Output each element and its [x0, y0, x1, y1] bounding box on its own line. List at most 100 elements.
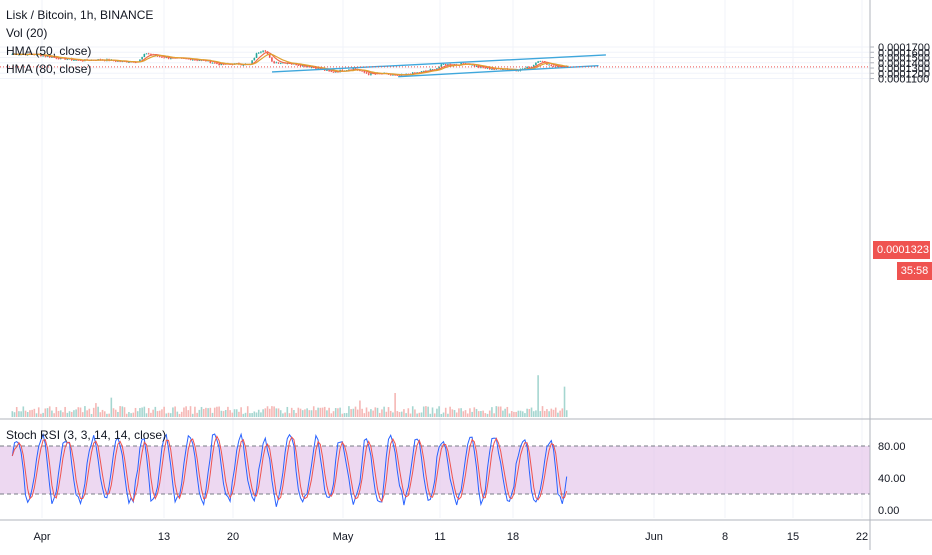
- volume-bar: [136, 411, 139, 417]
- volume-bar: [513, 411, 515, 417]
- volume-bar: [469, 408, 471, 417]
- volume-bar: [550, 408, 553, 417]
- indicator-hma-80[interactable]: HMA (80, close): [6, 62, 92, 76]
- candle-body: [189, 58, 192, 60]
- volume-bar: [290, 407, 293, 417]
- candle-body: [326, 70, 328, 71]
- candle-body: [462, 63, 465, 64]
- volume-bar: [442, 412, 445, 417]
- volume-bar: [48, 406, 51, 417]
- volume-bar: [361, 408, 363, 417]
- indicator-stoch-rsi[interactable]: Stoch RSI (3, 3, 14, 14, close): [6, 428, 167, 442]
- rsi-tick-label: 0.00: [878, 505, 899, 517]
- volume-bar: [488, 410, 491, 417]
- candle-body: [260, 51, 262, 53]
- volume-bar: [288, 413, 291, 417]
- volume-bar: [174, 406, 176, 417]
- channel-upper-line: [271, 54, 606, 73]
- volume-bar: [92, 407, 95, 417]
- volume-bar: [150, 412, 152, 417]
- candle-body: [471, 64, 473, 66]
- candle-body: [77, 60, 80, 61]
- indicator-hma-50[interactable]: HMA (50, close): [6, 44, 92, 58]
- volume-bar: [293, 410, 295, 417]
- candle-body: [271, 57, 273, 62]
- bar-countdown: 35:58: [897, 262, 932, 280]
- volume-bar: [286, 406, 289, 417]
- volume-bar: [466, 413, 469, 417]
- candle-body: [185, 58, 187, 60]
- volume-bar: [405, 413, 407, 417]
- candle-body: [447, 64, 449, 66]
- volume-bar: [213, 407, 216, 417]
- volume-bar: [123, 407, 126, 417]
- volume-bar: [163, 406, 165, 417]
- volume-bar: [238, 411, 240, 417]
- volume-bar: [541, 406, 544, 417]
- volume-bar: [491, 407, 493, 417]
- candle-body: [299, 65, 302, 67]
- volume-bar: [251, 413, 253, 417]
- volume-bar: [374, 407, 377, 417]
- volume-bar: [515, 411, 517, 417]
- candle-body: [484, 67, 487, 69]
- candle-body: [526, 66, 528, 69]
- volume-bar: [90, 413, 93, 417]
- volume-bar: [537, 375, 539, 417]
- volume-bar: [231, 412, 234, 417]
- x-tick-label: Apr: [33, 531, 50, 543]
- stoch-k-line: [11, 432, 568, 507]
- volume-bar: [176, 411, 179, 417]
- volume-bar: [86, 410, 88, 417]
- volume-bar: [425, 406, 427, 417]
- volume-bar: [528, 409, 531, 417]
- volume-bar: [378, 412, 381, 417]
- candle-body: [394, 74, 396, 76]
- candle-body: [328, 70, 330, 72]
- candle-body: [165, 57, 168, 58]
- volume-bar: [308, 410, 311, 417]
- candle-body: [275, 62, 278, 64]
- volume-bar: [108, 413, 110, 417]
- volume-bar: [319, 407, 322, 417]
- candle-body: [442, 64, 445, 65]
- x-tick-label: Jun: [645, 531, 663, 543]
- volume-bar: [189, 406, 192, 417]
- candle-body: [211, 62, 214, 64]
- candle-body: [213, 62, 216, 64]
- volume-bar: [95, 403, 97, 417]
- volume-bar: [59, 410, 62, 417]
- volume-bar: [119, 406, 121, 417]
- candle-body: [279, 62, 282, 64]
- volume-bar: [317, 407, 319, 417]
- candle-body: [143, 53, 146, 58]
- volume-bar: [202, 408, 205, 417]
- candle-body: [420, 71, 423, 73]
- candle-body: [163, 57, 165, 59]
- volume-bar: [130, 413, 132, 417]
- volume-bar: [486, 413, 489, 417]
- volume-bar: [194, 406, 196, 417]
- volume-bar: [422, 406, 425, 417]
- volume-bar: [187, 410, 190, 417]
- indicator-volume[interactable]: Vol (20): [6, 26, 48, 40]
- volume-bar: [264, 408, 267, 417]
- volume-bar: [365, 407, 368, 417]
- volume-bar: [106, 413, 108, 417]
- candle-body: [196, 59, 198, 61]
- volume-bar: [46, 408, 49, 417]
- symbol-title[interactable]: Lisk / Bitcoin, 1h, BINANCE: [6, 8, 154, 22]
- volume-bar: [75, 409, 77, 417]
- volume-bar: [383, 406, 385, 417]
- volume-bar: [121, 406, 124, 417]
- candle-body: [528, 66, 531, 68]
- volume-bar: [172, 407, 174, 417]
- volume-bar: [57, 410, 60, 417]
- volume-bar: [79, 407, 82, 417]
- volume-bar: [141, 407, 143, 417]
- candle-body: [53, 57, 55, 58]
- candle-body: [66, 59, 69, 61]
- volume-bar: [376, 407, 379, 417]
